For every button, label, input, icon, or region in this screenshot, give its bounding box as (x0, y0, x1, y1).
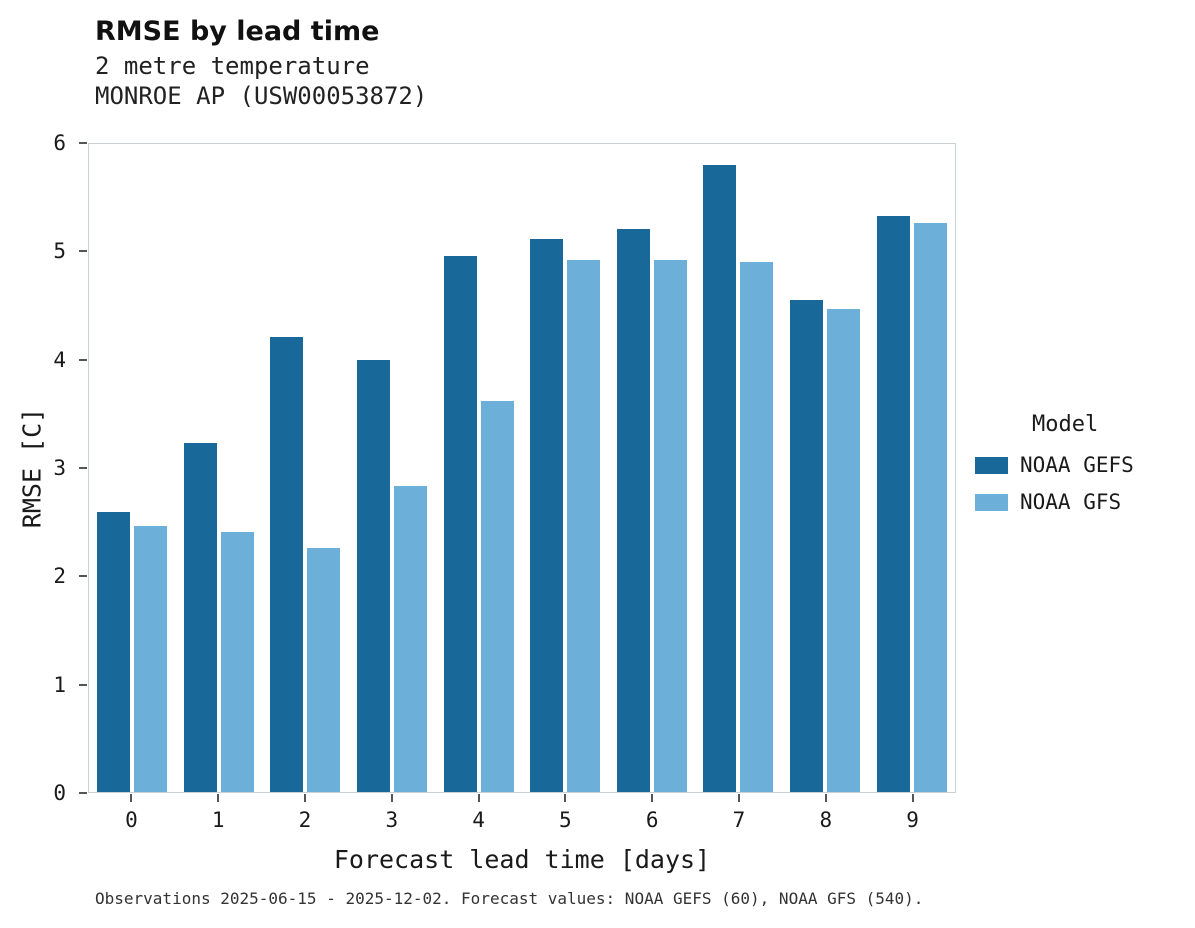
chart-subtitle-variable: 2 metre temperature (95, 52, 370, 80)
x-tick-mark (824, 794, 827, 802)
legend-entry-noaa-gefs: NOAA GEFS (975, 453, 1190, 477)
legend-label: NOAA GEFS (1020, 453, 1134, 477)
x-tick-label-1: 1 (211, 808, 225, 832)
x-tick-mark (477, 794, 480, 802)
bar-group-lead-9 (868, 144, 955, 792)
bar-group-lead-2 (262, 144, 349, 792)
bar-group-lead-5 (522, 144, 609, 792)
bar-group-lead-6 (609, 144, 696, 792)
y-tick-mark (79, 575, 87, 578)
x-tick-mark (651, 794, 654, 802)
bar-noaa-gefs-lead-1 (183, 443, 217, 792)
x-tick-label-5: 5 (559, 808, 572, 832)
y-tick-label-6: 6 (53, 131, 66, 155)
x-tick-mark (130, 794, 133, 802)
x-tick-label-4: 4 (472, 808, 485, 832)
y-tick-label-2: 2 (53, 564, 66, 589)
x-tick-label-8: 8 (819, 808, 833, 832)
bar-noaa-gefs-lead-8 (790, 299, 824, 792)
bar-group-lead-1 (176, 144, 263, 792)
bar-noaa-gefs-lead-2 (270, 337, 304, 792)
bar-noaa-gfs-lead-9 (913, 222, 947, 792)
x-tick-label-0: 0 (125, 808, 138, 832)
x-tick-mark (564, 794, 567, 802)
x-tick-mark (911, 794, 914, 802)
y-tick-mark (79, 683, 87, 686)
x-axis-title: Forecast lead time [days] (333, 845, 711, 874)
y-tick-label-0: 0 (53, 781, 66, 805)
x-tick-mark (217, 794, 220, 802)
bar-noaa-gfs-lead-3 (394, 486, 428, 792)
legend-swatch (975, 456, 1008, 474)
bar-noaa-gfs-lead-2 (307, 547, 341, 792)
bar-noaa-gefs-lead-3 (357, 360, 391, 792)
bar-group-lead-0 (89, 144, 176, 792)
legend-entry-noaa-gfs: NOAA GFS (975, 490, 1190, 514)
y-tick-label-3: 3 (53, 456, 66, 480)
legend-entries: NOAA GEFS NOAA GFS (975, 453, 1190, 514)
x-axis-ticks: 0 1 2 3 4 5 6 7 8 9 (88, 808, 956, 832)
y-tick-mark (79, 358, 87, 361)
bar-noaa-gefs-lead-4 (443, 256, 477, 792)
bar-group-lead-3 (349, 144, 436, 792)
caption: Observations 2025-06-15 - 2025-12-02. Fo… (95, 889, 924, 908)
bar-noaa-gefs-lead-9 (876, 216, 910, 792)
x-tick-label-3: 3 (385, 808, 399, 832)
bar-noaa-gfs-lead-5 (567, 259, 601, 792)
y-tick-label-4: 4 (53, 347, 66, 372)
bar-noaa-gefs-lead-0 (97, 512, 131, 792)
y-tick-label-5: 5 (53, 239, 66, 264)
bar-group-lead-4 (435, 144, 522, 792)
x-tick-label-7: 7 (732, 808, 746, 832)
x-tick-mark (390, 794, 393, 802)
bar-noaa-gfs-lead-4 (480, 401, 514, 792)
y-tick-mark (79, 792, 87, 794)
chart-title: RMSE by lead time (95, 16, 380, 47)
chart-subtitle-station: MONROE AP (USW00053872) (95, 82, 428, 110)
legend-title: Model (1032, 412, 1099, 437)
bar-noaa-gefs-lead-6 (616, 229, 650, 792)
y-tick-label-1: 1 (53, 672, 66, 697)
bar-noaa-gefs-lead-7 (703, 164, 737, 792)
bar-group-lead-8 (782, 144, 869, 792)
y-tick-mark (79, 142, 87, 144)
plot-area (88, 143, 956, 793)
legend: Model NOAA GEFS NOAA GFS (975, 412, 1190, 527)
x-tick-mark (304, 794, 306, 802)
bar-noaa-gfs-lead-8 (827, 309, 861, 792)
x-tick-label-2: 2 (298, 808, 312, 832)
bar-noaa-gfs-lead-0 (134, 526, 168, 792)
bars-row (89, 144, 955, 792)
x-tick-mark (738, 794, 740, 802)
y-axis: 0 1 2 3 4 5 6 (0, 131, 88, 805)
legend-swatch (975, 493, 1008, 511)
x-tick-label-6: 6 (645, 808, 659, 832)
y-tick-mark (79, 250, 87, 253)
y-tick-mark (79, 467, 87, 469)
bar-noaa-gfs-lead-6 (653, 259, 687, 792)
x-axis (88, 794, 956, 806)
bar-noaa-gefs-lead-5 (530, 239, 564, 792)
bar-noaa-gfs-lead-1 (220, 531, 254, 792)
bar-group-lead-7 (695, 144, 782, 792)
legend-label: NOAA GFS (1020, 490, 1122, 514)
x-tick-label-9: 9 (906, 808, 919, 832)
bar-noaa-gfs-lead-7 (740, 261, 774, 792)
